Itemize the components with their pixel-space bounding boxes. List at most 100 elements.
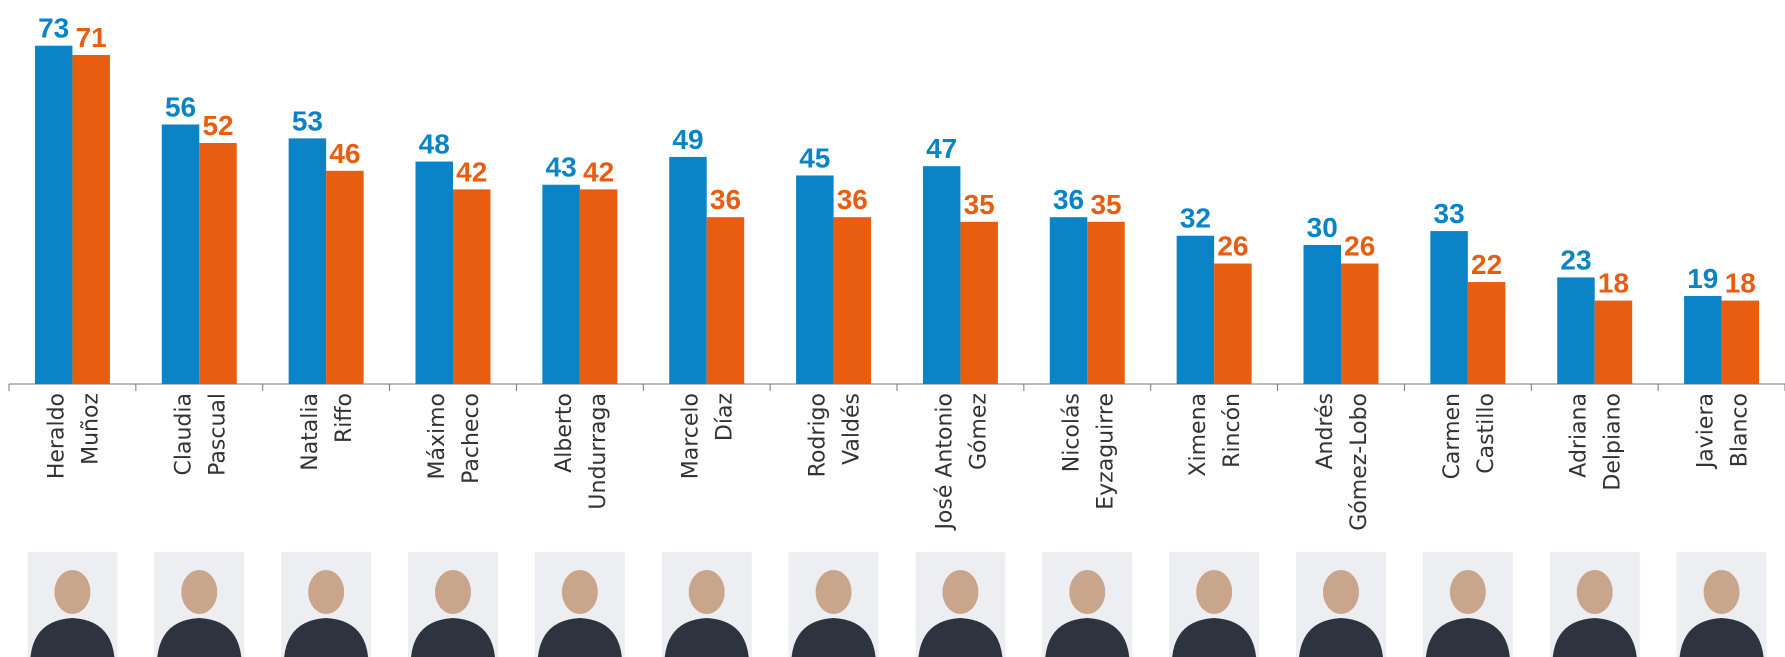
value-label: 71: [76, 22, 107, 53]
category-label: Díaz: [713, 393, 738, 441]
category-label: Máximo: [425, 393, 450, 480]
portrait: [915, 552, 1005, 657]
portrait-head: [562, 570, 598, 614]
bar: [1050, 217, 1088, 384]
value-label: 30: [1307, 212, 1338, 243]
bar: [416, 162, 454, 384]
category-label: Gómez: [966, 393, 991, 470]
value-label: 52: [202, 110, 233, 141]
category-label: Rodrigo: [806, 393, 831, 477]
category-label: Carmen: [1440, 393, 1465, 479]
portrait: [1042, 552, 1132, 657]
value-label: 56: [165, 91, 196, 122]
bar: [1722, 301, 1760, 384]
value-label: 53: [292, 105, 323, 136]
value-label: 36: [837, 184, 868, 215]
portrait-head: [1450, 570, 1486, 614]
portrait: [1550, 552, 1640, 657]
value-label: 36: [710, 184, 741, 215]
value-label: 18: [1725, 268, 1756, 299]
value-label: 49: [672, 124, 703, 155]
category-label: José Antonio: [932, 393, 957, 532]
bar: [326, 171, 364, 384]
portrait: [535, 552, 625, 657]
portrait: [1296, 552, 1386, 657]
value-label: 43: [546, 152, 577, 183]
value-label: 73: [38, 13, 69, 44]
bar: [1430, 231, 1468, 384]
portrait-head: [816, 570, 852, 614]
value-label: 47: [926, 133, 957, 164]
value-label: 32: [1180, 203, 1211, 234]
bar: [289, 138, 327, 384]
portrait-head: [942, 570, 978, 614]
category-label: Nicolás: [1059, 393, 1084, 472]
value-label: 35: [964, 189, 995, 220]
bar: [1304, 245, 1342, 384]
bar: [834, 217, 872, 384]
bar: [35, 46, 73, 384]
portrait: [27, 552, 117, 657]
category-label: Claudia: [171, 393, 196, 475]
value-label: 19: [1687, 263, 1718, 294]
bar: [960, 222, 998, 384]
category-label: Andrés: [1313, 393, 1338, 470]
portrait-head: [1577, 570, 1613, 614]
bar: [1684, 296, 1722, 384]
portrait-head: [1069, 570, 1105, 614]
bar: [1177, 236, 1215, 384]
portrait-head: [54, 570, 90, 614]
bar: [542, 185, 580, 384]
value-label: 26: [1344, 231, 1375, 262]
portrait-head: [181, 570, 217, 614]
bar: [580, 189, 618, 384]
category-label: Ximena: [1186, 393, 1211, 477]
value-label: 33: [1434, 198, 1465, 229]
portrait-head: [1323, 570, 1359, 614]
category-label: Riffo: [332, 393, 357, 443]
bar: [707, 217, 745, 384]
category-label: Rincón: [1220, 393, 1245, 468]
value-label: 46: [329, 138, 360, 169]
category-label: Heraldo: [44, 393, 69, 479]
bar: [1087, 222, 1125, 384]
value-label: 26: [1217, 231, 1248, 262]
portrait: [1169, 552, 1259, 657]
bar: [72, 55, 110, 384]
portrait: [789, 552, 879, 657]
value-label: 35: [1090, 189, 1121, 220]
bar: [669, 157, 707, 384]
value-label: 36: [1053, 184, 1084, 215]
portrait-head: [1196, 570, 1232, 614]
portrait: [662, 552, 752, 657]
category-label: Gómez-Lobo: [1347, 393, 1372, 531]
value-label: 42: [456, 156, 487, 187]
value-label: 42: [583, 156, 614, 187]
portrait: [1423, 552, 1513, 657]
category-label: Pacheco: [459, 393, 484, 484]
bar: [453, 189, 491, 384]
value-label: 48: [419, 129, 450, 160]
category-label: Blanco: [1728, 393, 1753, 467]
bar: [923, 166, 961, 384]
value-label: 45: [799, 142, 830, 173]
portrait: [281, 552, 371, 657]
category-label: Alberto: [552, 393, 577, 473]
category-label: Undurraga: [586, 393, 611, 510]
portrait: [408, 552, 498, 657]
bar: [1595, 301, 1633, 384]
category-label: Natalia: [298, 393, 323, 471]
portrait-head: [1704, 570, 1740, 614]
value-label: 23: [1560, 244, 1591, 275]
category-label: Marcelo: [679, 393, 704, 479]
value-label: 18: [1598, 268, 1629, 299]
portrait-head: [689, 570, 725, 614]
category-label: Eyzaguirre: [1093, 393, 1118, 510]
bar: [162, 124, 200, 384]
category-label: Pascual: [205, 393, 230, 476]
category-label: Muñoz: [78, 393, 103, 465]
portrait-head: [308, 570, 344, 614]
portrait: [1677, 552, 1767, 657]
bar: [199, 143, 237, 384]
bar: [1341, 264, 1379, 384]
